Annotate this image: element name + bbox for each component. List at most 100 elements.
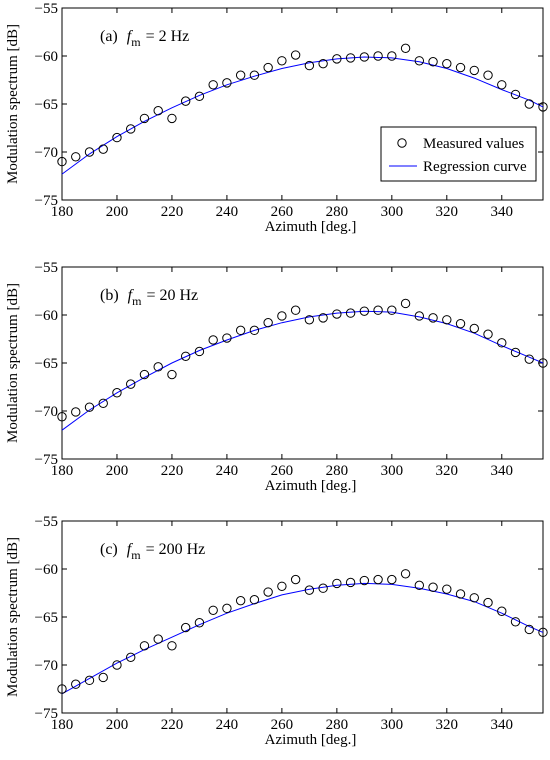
measured-point (277, 311, 287, 321)
x-tick-label: 240 (216, 717, 239, 733)
measured-point (318, 583, 328, 593)
y-tick-label: −65 (35, 97, 58, 113)
measured-point (510, 347, 521, 358)
y-tick-label: −70 (35, 658, 58, 674)
measured-point (469, 323, 479, 334)
measured-point (235, 595, 246, 606)
regression-curve (61, 310, 544, 431)
y-axis-label: Modulation spectrum [dB] (5, 24, 21, 184)
measured-point (98, 398, 108, 409)
regression-curve (61, 56, 544, 175)
measured-point (222, 333, 232, 343)
measured-point (71, 407, 81, 417)
measured-point (235, 325, 246, 336)
y-tick-label: −75 (35, 706, 58, 722)
measured-point (428, 313, 438, 323)
x-tick-label: 220 (161, 463, 184, 479)
measured-point (304, 60, 315, 71)
measured-point (249, 70, 260, 80)
measured-point (263, 62, 273, 73)
chart-panel-2: 180 200 220 240 260 280 300 320 340 −55 −60 −65 −70 −… (5, 260, 548, 494)
x-tick-label: 200 (106, 204, 129, 220)
x-tick-label: 300 (381, 717, 404, 733)
measured-point (126, 124, 136, 134)
measured-point (57, 412, 67, 422)
panel-prefix: (a) (100, 28, 122, 45)
panel-prefix: (b) (100, 287, 123, 304)
legend-box (380, 126, 537, 182)
measured-point (112, 660, 122, 670)
measured-point (442, 58, 452, 69)
chart-panel-3: 180 200 220 240 260 280 300 320 340 −55 −60 −65 −70 −… (5, 514, 548, 748)
measured-point (71, 679, 81, 689)
panel-variable: f (128, 287, 135, 304)
panel-value: = 2 Hz (146, 28, 190, 45)
x-tick-label: 180 (51, 717, 74, 733)
x-tick-label: 260 (271, 463, 294, 479)
measured-point (318, 313, 328, 323)
x-tick-label: 260 (271, 717, 294, 733)
measured-point (345, 53, 356, 63)
legend: Measured values Regression curve (380, 126, 537, 182)
measured-point (290, 574, 301, 585)
y-tick-label: −65 (35, 610, 58, 626)
x-tick-label: 340 (491, 717, 514, 733)
panel-label: (a) fm = 2 Hz (100, 28, 189, 49)
measured-point (538, 627, 548, 638)
measured-point (455, 589, 466, 599)
measured-point (304, 315, 315, 325)
y-axis-label: Modulation spectrum [dB] (5, 283, 21, 443)
measured-point (112, 388, 122, 398)
measured-point (167, 369, 177, 380)
measured-point (345, 308, 356, 318)
measured-point (180, 96, 191, 106)
y-tick-label: −75 (35, 193, 58, 209)
measured-point (167, 113, 177, 124)
measured-point (277, 56, 287, 66)
measured-point (277, 581, 287, 591)
measured-point (153, 634, 163, 644)
x-tick-label: 240 (216, 204, 239, 220)
measured-point (290, 50, 301, 60)
x-tick-label: 260 (271, 204, 294, 220)
measured-point (428, 57, 438, 67)
measured-point (359, 52, 370, 62)
measured-point (373, 305, 383, 315)
measured-point (483, 70, 493, 80)
y-tick-label: −75 (35, 452, 58, 468)
y-tick-label: −60 (35, 308, 58, 324)
measured-point (139, 641, 150, 651)
panel-subscript: m (132, 294, 142, 308)
measured-point (373, 51, 383, 61)
measured-point (57, 156, 67, 167)
measured-point (497, 606, 507, 616)
measured-point (84, 402, 95, 412)
measured-point (538, 358, 548, 368)
y-tick-label: −70 (35, 404, 58, 420)
measured-point (510, 89, 521, 100)
legend-label-measured: Measured values (423, 136, 524, 152)
measured-point (442, 584, 452, 594)
measured-point (373, 574, 383, 585)
measured-point (71, 152, 81, 162)
measured-point (290, 305, 301, 315)
measured-point (84, 147, 95, 157)
measured-point (57, 684, 67, 694)
measured-point (455, 62, 466, 73)
measured-point (139, 113, 150, 124)
measured-point (442, 315, 452, 325)
measured-point (208, 335, 218, 345)
measured-point (126, 652, 136, 663)
measured-point (387, 51, 397, 61)
panel-prefix: (c) (100, 541, 122, 558)
measured-point (332, 578, 342, 589)
x-tick-label: 200 (106, 717, 129, 733)
panel-value: = 20 Hz (146, 287, 198, 304)
x-tick-label: 200 (106, 463, 129, 479)
measured-point (263, 317, 273, 328)
x-axis-label: Azimuth [deg.] (265, 219, 357, 235)
x-tick-label: 300 (381, 204, 404, 220)
measured-point (139, 369, 150, 380)
x-tick-label: 280 (326, 204, 349, 220)
measured-point (483, 329, 493, 339)
